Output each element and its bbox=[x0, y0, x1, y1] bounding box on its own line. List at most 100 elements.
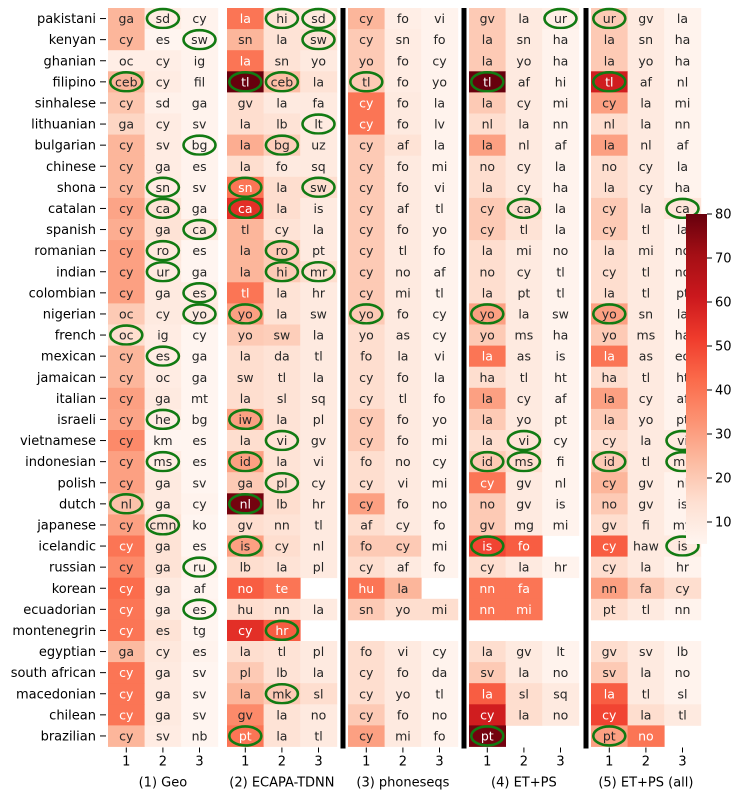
heatmap-cell bbox=[469, 451, 506, 473]
heatmap-cell bbox=[227, 514, 264, 536]
cell-label: af bbox=[676, 391, 689, 406]
heatmap-cell bbox=[469, 8, 506, 30]
cell-label: cy bbox=[119, 95, 134, 110]
cell-label: tl bbox=[241, 285, 249, 300]
highlight-ring bbox=[591, 71, 627, 93]
cell-label: tl bbox=[642, 222, 650, 237]
heatmap-cell bbox=[384, 366, 422, 389]
heatmap-cell bbox=[227, 725, 264, 747]
cell-label: pt bbox=[554, 412, 567, 427]
cell-label: vi bbox=[434, 180, 445, 195]
cell-label: cy bbox=[359, 665, 374, 680]
cell-label: yo bbox=[238, 328, 253, 343]
cell-label: no bbox=[395, 264, 411, 279]
heatmap-cell bbox=[348, 577, 385, 600]
heatmap-cell bbox=[505, 451, 543, 473]
heatmap-cell bbox=[181, 387, 219, 410]
heatmap-cell bbox=[300, 704, 338, 726]
heatmap-cell bbox=[227, 155, 264, 178]
cell-label: sn bbox=[359, 602, 373, 617]
cell-label: is bbox=[678, 496, 688, 511]
heatmap-cell bbox=[505, 8, 543, 30]
heatmap-cell bbox=[263, 619, 301, 642]
cell-label: la bbox=[604, 32, 615, 47]
cell-label: mi bbox=[675, 95, 691, 110]
cell-label: la bbox=[397, 581, 408, 596]
cell-label: es bbox=[192, 644, 206, 659]
heatmap-cell bbox=[591, 50, 628, 72]
heatmap-cell bbox=[505, 472, 543, 494]
cell-label: cy bbox=[192, 496, 207, 511]
cell-label: yo bbox=[516, 412, 531, 427]
heatmap-cell bbox=[421, 472, 459, 494]
cell-label: is bbox=[678, 539, 688, 554]
row-label: polish bbox=[58, 476, 96, 491]
heatmap-cell bbox=[227, 387, 264, 410]
highlight-ring bbox=[182, 218, 217, 241]
cell-label: la bbox=[640, 433, 651, 448]
heatmap-cell bbox=[542, 472, 580, 494]
row-label: vietnamese bbox=[20, 434, 96, 449]
heatmap-cell bbox=[421, 430, 459, 452]
heatmap-cell bbox=[421, 662, 459, 684]
heatmap-cell bbox=[300, 155, 338, 178]
cell-label: sn bbox=[275, 53, 289, 68]
heatmap-cell bbox=[591, 556, 628, 579]
highlight-ring bbox=[591, 303, 627, 325]
cell-label: cy bbox=[359, 391, 374, 406]
heatmap-cell bbox=[627, 725, 665, 747]
row-label: romanian bbox=[34, 244, 96, 259]
heatmap-cell bbox=[627, 282, 665, 304]
heatmap-cell bbox=[664, 50, 702, 72]
heatmap-cell bbox=[263, 598, 301, 621]
heatmap-cell bbox=[227, 619, 264, 642]
heatmap-cell bbox=[263, 430, 301, 452]
heatmap-cell bbox=[384, 29, 422, 51]
column-tick-label: 3 bbox=[435, 755, 443, 770]
column-tick-label: 3 bbox=[556, 755, 564, 770]
cell-label: la bbox=[555, 201, 566, 216]
cell-label: sn bbox=[639, 306, 653, 321]
heatmap-cell bbox=[469, 366, 506, 389]
cell-label: tl bbox=[314, 517, 322, 532]
heatmap-cell bbox=[469, 725, 506, 747]
cell-label: ha bbox=[602, 370, 618, 385]
heatmap-cell bbox=[664, 577, 702, 600]
heatmap-cell bbox=[108, 535, 145, 557]
highlight-ring bbox=[228, 197, 263, 220]
cell-label: la bbox=[677, 306, 688, 321]
cell-label: fil bbox=[194, 74, 205, 89]
highlight-ring bbox=[301, 176, 336, 199]
cell-label: is bbox=[556, 496, 566, 511]
highlight-ring bbox=[665, 197, 700, 220]
heatmap-cell bbox=[348, 725, 385, 747]
heatmap-cell bbox=[542, 493, 580, 515]
cell-label: cy bbox=[480, 560, 495, 575]
heatmap-cell bbox=[542, 451, 580, 473]
row-label: japanese bbox=[36, 518, 96, 533]
heatmap-cell bbox=[421, 493, 459, 515]
heatmap-cell bbox=[469, 387, 506, 410]
highlight-ring bbox=[145, 239, 181, 262]
cell-label: ca bbox=[675, 201, 690, 216]
cell-label: hu bbox=[358, 581, 374, 596]
cell-label: yo bbox=[602, 328, 617, 343]
cell-label: cy bbox=[359, 370, 374, 385]
cell-label: sw bbox=[552, 306, 569, 321]
heatmap-cell bbox=[108, 303, 145, 325]
heatmap-cell bbox=[542, 683, 580, 705]
cell-label: da bbox=[274, 349, 290, 364]
cell-label: mi bbox=[395, 728, 411, 743]
row-label: sinhalese bbox=[35, 96, 96, 111]
heatmap-cell bbox=[348, 71, 385, 93]
heatmap-cell bbox=[300, 451, 338, 473]
cell-label: nn bbox=[601, 581, 617, 596]
column-tick-label: 3 bbox=[195, 755, 203, 770]
cell-label: ca bbox=[156, 201, 171, 216]
row-label: russian bbox=[49, 561, 96, 576]
heatmap-cell bbox=[505, 598, 543, 621]
cell-label: is bbox=[482, 539, 492, 554]
heatmap-cell bbox=[627, 261, 665, 283]
heatmap-cell bbox=[591, 240, 628, 262]
heatmap-cell bbox=[421, 8, 459, 30]
